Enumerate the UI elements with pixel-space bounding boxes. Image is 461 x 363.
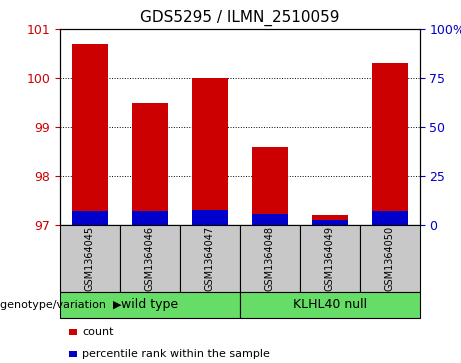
Bar bbox=[132, 211, 168, 225]
Bar bbox=[312, 220, 348, 225]
Text: GSM1364048: GSM1364048 bbox=[265, 226, 275, 291]
Text: GSM1364046: GSM1364046 bbox=[145, 226, 155, 291]
Bar bbox=[192, 78, 228, 225]
Bar bbox=[252, 214, 288, 225]
Text: GSM1364045: GSM1364045 bbox=[85, 226, 95, 291]
Bar bbox=[372, 64, 408, 225]
Text: count: count bbox=[82, 327, 113, 337]
Text: KLHL40 null: KLHL40 null bbox=[293, 298, 366, 311]
Text: percentile rank within the sample: percentile rank within the sample bbox=[82, 349, 270, 359]
Bar bbox=[372, 211, 408, 225]
Text: GSM1364050: GSM1364050 bbox=[384, 226, 395, 291]
Bar bbox=[192, 211, 228, 225]
Bar bbox=[72, 211, 108, 225]
Text: genotype/variation  ▶: genotype/variation ▶ bbox=[0, 300, 122, 310]
Text: GSM1364049: GSM1364049 bbox=[325, 226, 335, 291]
Bar bbox=[252, 147, 288, 225]
Title: GDS5295 / ILMN_2510059: GDS5295 / ILMN_2510059 bbox=[140, 10, 339, 26]
Bar bbox=[72, 44, 108, 225]
Bar bbox=[312, 215, 348, 225]
Bar bbox=[132, 103, 168, 225]
Text: GSM1364047: GSM1364047 bbox=[205, 226, 215, 291]
Text: wild type: wild type bbox=[121, 298, 178, 311]
